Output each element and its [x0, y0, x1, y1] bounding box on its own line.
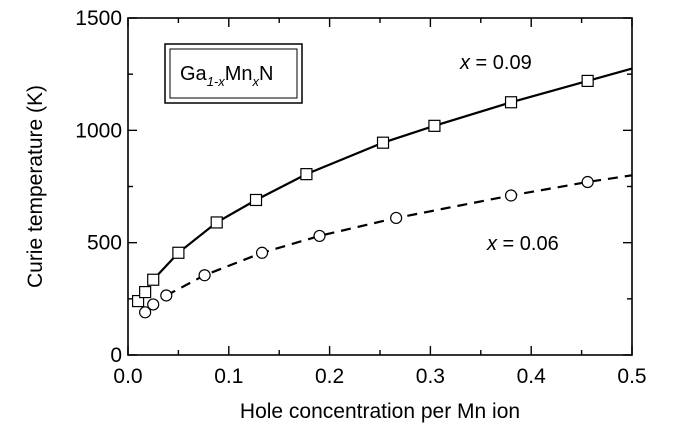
data-point-circle — [147, 298, 160, 311]
series-label-var: x — [459, 52, 471, 74]
data-point-square — [131, 294, 145, 308]
compound-label-box: Ga1-xMnxN — [164, 43, 303, 104]
series-x-0.06 — [139, 174, 633, 319]
series-line — [152, 67, 633, 281]
data-point-circle — [581, 175, 594, 189]
x-tick-label: 0.2 — [315, 365, 344, 388]
data-point-circle — [255, 246, 269, 259]
x-tick-label: 0.3 — [416, 365, 445, 388]
x-tick-label: 0.4 — [517, 365, 547, 388]
data-point-circle — [313, 229, 326, 243]
series-label-value: = 0.09 — [470, 52, 532, 74]
data-point-circle — [198, 269, 211, 282]
data-point-square — [210, 216, 223, 229]
data-point-square — [504, 96, 518, 109]
series-layer — [131, 67, 633, 319]
series-x-0.09 — [131, 67, 633, 308]
series-label-var: x — [486, 233, 498, 255]
data-point-circle — [160, 289, 173, 302]
y-tick-label: 0 — [110, 344, 122, 367]
formula-ga: Ga — [180, 63, 208, 85]
data-point-circle — [504, 189, 518, 202]
data-point-square — [139, 285, 152, 299]
series-label-x-0.06: x = 0.06 — [486, 233, 559, 255]
data-point-square — [376, 136, 390, 149]
formula-n: N — [259, 63, 273, 85]
compound-formula: Ga1-xMnxN — [180, 63, 274, 89]
series-label-x-0.09: x = 0.09 — [459, 52, 532, 74]
data-point-square — [428, 119, 441, 132]
x-tick-label: 0.0 — [113, 365, 142, 388]
series-label-value: = 0.06 — [497, 233, 559, 255]
compound-box-outer — [164, 43, 303, 104]
y-tick-label: 1500 — [75, 7, 122, 30]
data-point-square — [172, 246, 185, 259]
x-axis-title: Hole concentration per Mn ion — [240, 400, 520, 423]
formula-sub-1-x: 1-x — [207, 74, 226, 89]
formula-mn: Mn — [225, 63, 253, 85]
y-tick-label: 500 — [87, 232, 122, 255]
y-axis-title: Curie temperature (K) — [24, 85, 47, 288]
y-tick-label: 1000 — [75, 119, 122, 142]
axis-ticks — [127, 17, 633, 356]
data-point-circle — [390, 211, 403, 225]
data-point-square — [147, 273, 160, 286]
x-tick-label: 0.5 — [617, 365, 646, 388]
compound-box-inner — [169, 48, 298, 99]
tick-labels: 0.0 0.1 0.2 0.3 0.4 0.5 0 500 1000 1500 — [75, 7, 646, 388]
x-tick-label: 0.1 — [214, 365, 243, 388]
series-line — [165, 174, 633, 297]
data-point-circle — [139, 306, 152, 319]
data-point-square — [300, 168, 313, 181]
data-point-square — [581, 74, 594, 88]
formula-sub-x: x — [252, 74, 260, 89]
data-point-square — [249, 193, 263, 207]
